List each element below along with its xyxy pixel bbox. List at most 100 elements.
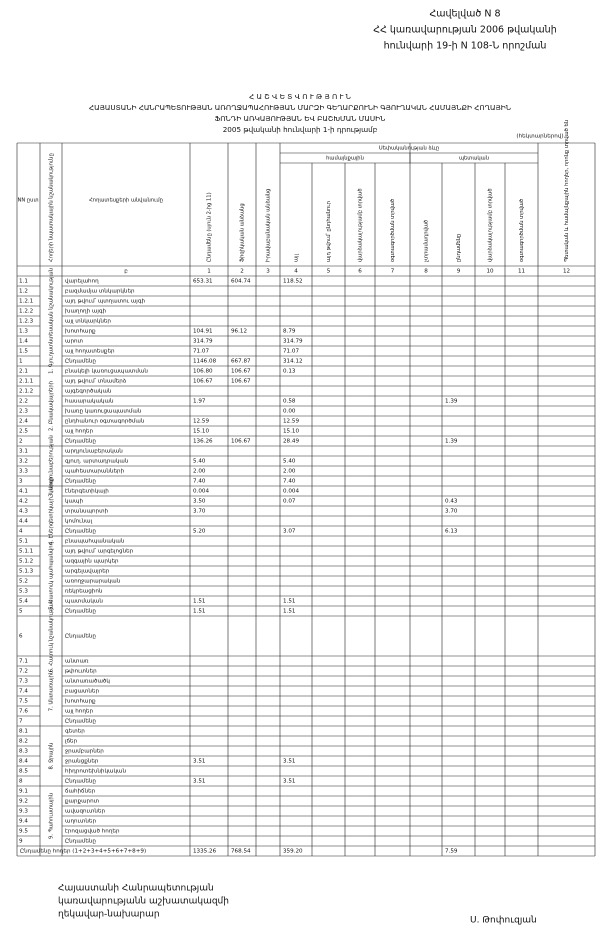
cell-value: 1.51 (283, 599, 296, 605)
row-number: 3 (19, 479, 23, 485)
row-number: 2.4 (19, 419, 28, 425)
title-line: 2005 թվականի հունվարի 1-ի դրությամբ (223, 125, 378, 134)
row-name: կապի (65, 499, 83, 505)
row-name: արգելավայրեր (65, 569, 110, 575)
cell-value: 768.54 (231, 849, 251, 855)
cell-value: 28.49 (283, 439, 299, 445)
cell-value: 359.20 (283, 849, 303, 855)
column-number: 1 (207, 269, 211, 275)
header-span: համայնքային (326, 156, 364, 162)
row-name: այլ հողեր (65, 709, 93, 715)
row-number: 2.5 (19, 429, 28, 435)
column-header: Իրավաբանական անձանց (266, 189, 272, 262)
cell-value: 12.59 (193, 419, 209, 425)
column-header: Ֆիզիկական անձանց (240, 203, 246, 262)
row-number: 1.4 (19, 339, 28, 345)
row-number: 3.3 (19, 469, 28, 475)
row-number: 5.1.1 (19, 549, 34, 555)
cell-value: 314.79 (283, 339, 303, 345)
column-number: 3 (266, 269, 270, 275)
row-name: հիդրոտեխնիկական (65, 769, 126, 775)
row-number: 6 (19, 634, 23, 640)
column-header: օգտագործման տրված (390, 199, 396, 262)
row-name: Ընդամենը (65, 439, 96, 445)
row-number: 7.6 (19, 709, 28, 715)
row-name: գյուղ. արտադրական (65, 459, 129, 465)
cell-value: 0.00 (283, 409, 296, 415)
cell-value: 106.80 (193, 369, 213, 375)
row-name: ջրանցքներ (65, 759, 99, 765)
row-number: 4.4 (19, 519, 28, 525)
column-number: 6 (358, 269, 362, 275)
cell-value: 1.39 (445, 439, 458, 445)
group-label: 4. Էներգետիկայի, կապի (49, 477, 55, 545)
row-name: ճահիճներ (65, 789, 96, 795)
cell-value: 3.70 (193, 509, 206, 515)
row-number: 1.2.1 (19, 299, 34, 305)
row-number: 5.2 (19, 579, 28, 585)
cell-value: 1.39 (445, 399, 458, 405)
cell-value: 3.70 (445, 509, 458, 515)
row-number: 5.1.3 (19, 569, 34, 575)
header-span: Սեփականության ձևը (379, 146, 439, 152)
header-line: հունվարի 19-ի N 108-Ն որոշման (384, 41, 547, 52)
row-name: Ընդամենը (65, 634, 96, 640)
row-name: այդ թվում՝ տնամերձ (65, 379, 126, 385)
row-number: 9.2 (19, 799, 28, 805)
row-name: բնապահպանական (65, 539, 125, 545)
row-number: 2.1.2 (19, 389, 33, 395)
cell-value: 106.67 (231, 369, 251, 375)
cell-value: 106.67 (193, 379, 213, 385)
cell-value: 1.51 (283, 609, 296, 615)
row-number: 4 (19, 529, 23, 535)
row-name: Ընդամենը (65, 609, 96, 615)
header-line: ՀՀ կառավարության 2006 թվականի (373, 25, 556, 36)
row-number: 9.3 (19, 809, 28, 815)
row-name: խոտհարք (65, 699, 96, 705)
cell-value: 2.00 (283, 469, 296, 475)
row-name: ավազուտներ (65, 809, 106, 815)
row-name: հասարակական (65, 399, 114, 405)
cell-value: 0.13 (283, 369, 296, 375)
row-name: անտառածածկ (65, 679, 110, 685)
row-name: Ընդամենը (65, 479, 96, 485)
column-number: 9 (457, 269, 461, 275)
title-line: ՖՈՆԴԻ ԱՌԿԱՅՈՒԹՅԱՆ ԵՎ ԲԱՇԽՄԱՆ ՄԱՍԻՆ (215, 114, 386, 123)
cell-value: 7.59 (445, 849, 458, 855)
column-number: 5 (327, 269, 331, 275)
group-label: 3. Արդյունաբերության (49, 435, 55, 497)
row-number: 1.2 (19, 289, 28, 295)
cell-value: 314.79 (193, 339, 213, 345)
cell-value: 5.40 (193, 459, 206, 465)
footer-line: Հայաստանի Հանրապետության (58, 884, 214, 894)
column-header: օգտագործման տրված (519, 199, 525, 262)
row-name: էրոզացված հողեր (65, 829, 120, 835)
cell-value: 1.51 (193, 599, 206, 605)
cell-value: 0.004 (193, 489, 209, 495)
column-header: վարձակալությամբ տրված (358, 188, 364, 262)
row-number: 7.3 (19, 679, 28, 685)
row-number: 2.1 (19, 369, 28, 375)
row-name: պահեստարանների (65, 469, 125, 475)
row-number: 2.1.1 (19, 379, 34, 385)
column-number: 2 (240, 269, 244, 275)
header-span: պետական (459, 156, 489, 162)
row-number: 1.5 (19, 349, 28, 355)
cell-value: 5.20 (193, 529, 206, 535)
column-number: 8 (424, 269, 428, 275)
cell-value: 106.67 (231, 379, 251, 385)
cell-value: 7.40 (193, 479, 206, 485)
row-number: 1.2.2 (19, 309, 33, 315)
row-name: արոտ (65, 339, 83, 345)
row-name: Ընդամենը (65, 529, 96, 535)
row-number: 9 (19, 839, 23, 845)
cell-value: 3.51 (193, 779, 206, 785)
row-number: 3.2 (19, 459, 28, 465)
header-cell: NN ըստ (17, 198, 38, 204)
row-name: պատմական (65, 599, 103, 605)
row-number: 1 (19, 359, 23, 365)
row-name: բացատներ (65, 689, 100, 695)
column-header: ընդամենը (456, 234, 462, 262)
